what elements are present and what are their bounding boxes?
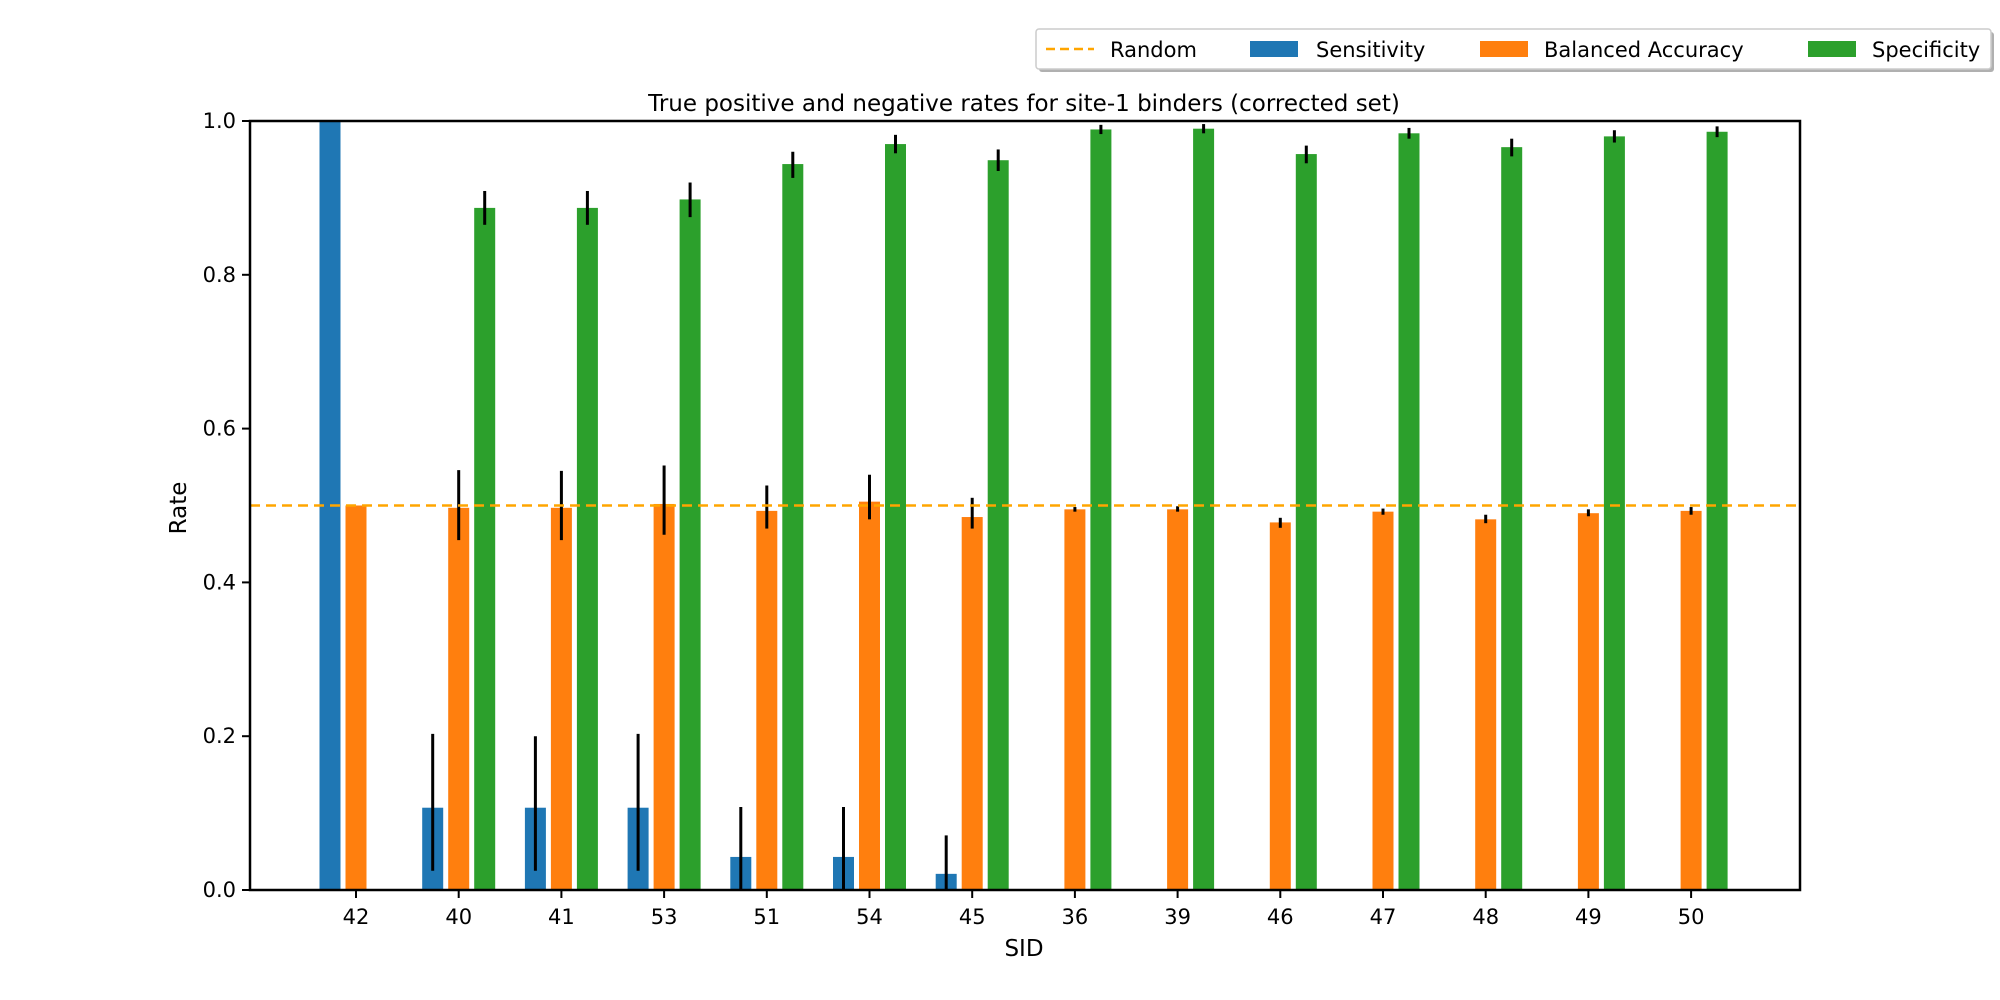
bar-specificity-39 — [1193, 128, 1215, 890]
y-tick-label: 0.2 — [203, 724, 236, 748]
bar-balanced-accuracy-49 — [1577, 513, 1599, 890]
bar-specificity-51 — [782, 164, 804, 891]
legend-label-sensitivity: Sensitivity — [1316, 38, 1425, 62]
x-tick-label: 48 — [1472, 905, 1499, 929]
bar-specificity-45 — [987, 160, 1009, 890]
x-tick-label: 54 — [856, 905, 883, 929]
bar-specificity-36 — [1090, 129, 1112, 891]
x-tick-label: 49 — [1575, 905, 1602, 929]
bar-specificity-54 — [885, 144, 906, 890]
x-tick-label: 41 — [548, 905, 575, 929]
bar-specificity-46 — [1295, 154, 1317, 890]
bar-balanced-accuracy-53 — [653, 503, 675, 890]
x-tick-label: 53 — [651, 905, 678, 929]
bar-specificity-50 — [1706, 131, 1728, 891]
bar-balanced-accuracy-48 — [1475, 519, 1497, 890]
x-tick-label: 47 — [1370, 905, 1397, 929]
y-tick-label: 0.0 — [203, 878, 236, 902]
legend-swatch-balanced-accuracy — [1480, 41, 1528, 57]
bar-balanced-accuracy-47 — [1372, 511, 1394, 890]
plot-area: 0.0 0.2 0.4 0.6 0.8 1.0 42 40 41 53 51 54 45 36 39 46 47… — [203, 109, 1802, 929]
y-tick-label: 0.4 — [203, 570, 236, 594]
y-tick-label: 0.6 — [203, 417, 236, 441]
y-tick-label: 0.8 — [203, 263, 236, 287]
bar-specificity-47 — [1398, 133, 1420, 890]
legend-label-specificity: Specificity — [1872, 38, 1980, 62]
x-tick-label: 40 — [445, 905, 472, 929]
bar-balanced-accuracy-51 — [756, 510, 778, 890]
x-tick-label: 45 — [959, 905, 986, 929]
bar-specificity-40 — [474, 207, 496, 891]
chart-title: True positive and negative rates for sit… — [647, 91, 1400, 117]
bar-balanced-accuracy-39 — [1167, 509, 1189, 890]
bar-specificity-49 — [1603, 136, 1625, 890]
x-tick-label: 51 — [753, 905, 780, 929]
bar-balanced-accuracy-42 — [345, 505, 367, 890]
x-tick-label: 39 — [1164, 905, 1191, 929]
bar-balanced-accuracy-45 — [961, 517, 983, 890]
bar-balanced-accuracy-50 — [1680, 510, 1702, 890]
x-tick-label: 50 — [1678, 905, 1705, 929]
bar-specificity-41 — [576, 207, 598, 891]
bar-specificity-53 — [679, 199, 701, 891]
x-tick-label: 42 — [343, 905, 370, 929]
bar-balanced-accuracy-41 — [550, 507, 572, 890]
legend-label-balanced-accuracy: Balanced Accuracy — [1544, 38, 1744, 62]
legend-label-random: Random — [1110, 38, 1197, 62]
axes-frame — [248, 119, 1802, 892]
bar-balanced-accuracy-46 — [1269, 522, 1291, 890]
legend-swatch-sensitivity — [1250, 41, 1298, 57]
bar-balanced-accuracy-54 — [859, 501, 880, 890]
bar-balanced-accuracy-40 — [448, 507, 470, 890]
x-tick-label: 36 — [1062, 905, 1089, 929]
y-tick-label: 1.0 — [203, 109, 236, 133]
bar-balanced-accuracy-36 — [1064, 509, 1086, 890]
bar-specificity-48 — [1501, 147, 1523, 890]
legend: Random Sensitivity Balanced Accuracy Specif… — [1035, 28, 1994, 72]
y-axis-label: Rate — [166, 482, 192, 535]
x-tick-label: 46 — [1267, 905, 1294, 929]
x-axis-label: SID — [1004, 936, 1043, 962]
legend-swatch-specificity — [1808, 41, 1856, 57]
